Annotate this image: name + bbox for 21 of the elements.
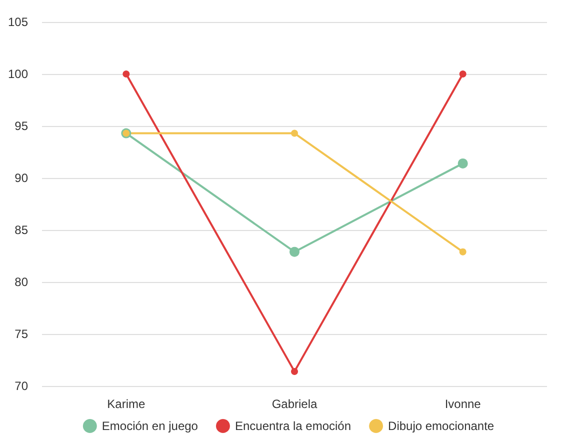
y-tick-label: 90 [14,171,28,185]
x-tick-label: Karime [107,397,146,411]
point [458,158,468,168]
point [122,70,130,78]
legend-label: Encuentra la emoción [234,419,352,433]
y-tick-label: 85 [14,223,28,237]
y-tick-label: 70 [14,379,28,393]
y-tick-label: 80 [14,275,28,289]
x-tick-label: Ivonne [444,397,482,411]
point [459,248,466,256]
y-tick-label: 75 [14,327,28,341]
point [291,368,298,375]
point [291,130,298,137]
legend-label: Emoción en juego [102,419,198,433]
y-tick-label: 105 [8,15,28,29]
x-tick-label: Gabriela [272,397,318,411]
point [290,246,300,257]
point [459,70,466,78]
legend-label: Dibujo emocionante [388,419,494,433]
y-tick-label: 95 [14,119,28,133]
y-tick-label: 100 [8,67,28,81]
